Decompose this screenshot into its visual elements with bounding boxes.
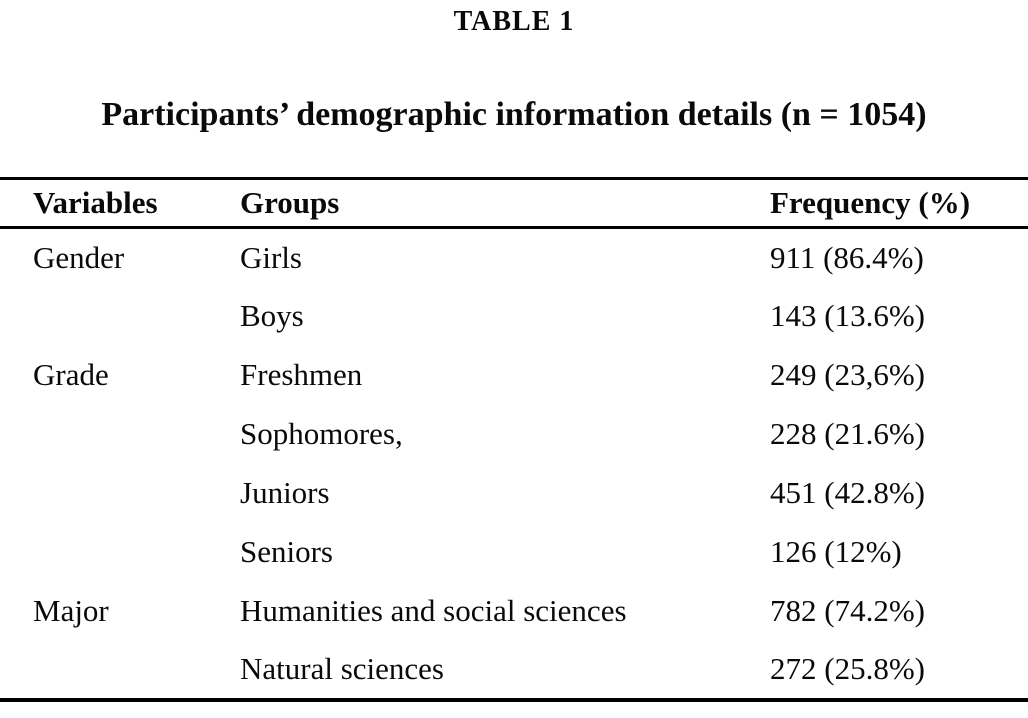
col-header-variables: Variables xyxy=(0,178,240,229)
cell-variable xyxy=(0,464,240,523)
table-row: Major Humanities and social sciences 782… xyxy=(0,582,1028,641)
cell-variable xyxy=(0,641,240,700)
cell-variable: Gender xyxy=(33,239,125,275)
cell-frequency: 143 (13.6%) xyxy=(770,298,925,333)
cell-group: Freshmen xyxy=(240,357,363,392)
table-title: Participants’ demographic information de… xyxy=(101,96,927,133)
cell-group: Sophomores, xyxy=(240,416,403,451)
table-header: Variables Groups Frequency (%) xyxy=(0,178,1028,229)
table-row: Juniors 451 (42.8%) xyxy=(0,464,1028,523)
cell-variable: Grade xyxy=(33,357,109,392)
cell-frequency: 228 (21.6%) xyxy=(770,416,925,451)
cell-variable: Major xyxy=(33,593,109,628)
cell-group: Humanities and social sciences xyxy=(240,593,627,628)
cell-variable xyxy=(0,287,240,346)
cell-group: Girls xyxy=(240,239,302,275)
table-row: Gender Girls 911 (86.4%) xyxy=(0,228,1028,287)
table-row: Seniors 126 (12%) xyxy=(0,523,1028,582)
cell-frequency: 249 (23,6%) xyxy=(770,357,925,392)
table-body: Gender Girls 911 (86.4%) Boys 143 (13.6%… xyxy=(0,228,1028,700)
header-row: Variables Groups Frequency (%) xyxy=(0,178,1028,229)
table-row: Boys 143 (13.6%) xyxy=(0,287,1028,346)
table-row: Sophomores, 228 (21.6%) xyxy=(0,405,1028,464)
col-header-frequency: Frequency (%) xyxy=(770,178,1028,229)
cell-frequency: 782 (74.2%) xyxy=(770,593,925,628)
cell-frequency: 911 (86.4%) xyxy=(770,239,924,275)
cell-frequency: 451 (42.8%) xyxy=(770,475,925,510)
cell-group: Seniors xyxy=(240,534,333,569)
cell-group: Natural sciences xyxy=(240,651,444,686)
cell-frequency: 272 (25.8%) xyxy=(770,651,925,686)
table-row: Grade Freshmen 249 (23,6%) xyxy=(0,346,1028,405)
cell-group: Juniors xyxy=(240,475,330,510)
table-row: Natural sciences 272 (25.8%) xyxy=(0,641,1028,700)
cell-frequency: 126 (12%) xyxy=(770,534,902,569)
demographics-table: Variables Groups Frequency (%) Gender Gi… xyxy=(0,177,1028,702)
col-header-groups: Groups xyxy=(240,178,770,229)
cell-variable xyxy=(0,405,240,464)
cell-group: Boys xyxy=(240,298,304,333)
cell-variable xyxy=(0,523,240,582)
table-number-heading: TABLE 1 xyxy=(453,6,575,37)
